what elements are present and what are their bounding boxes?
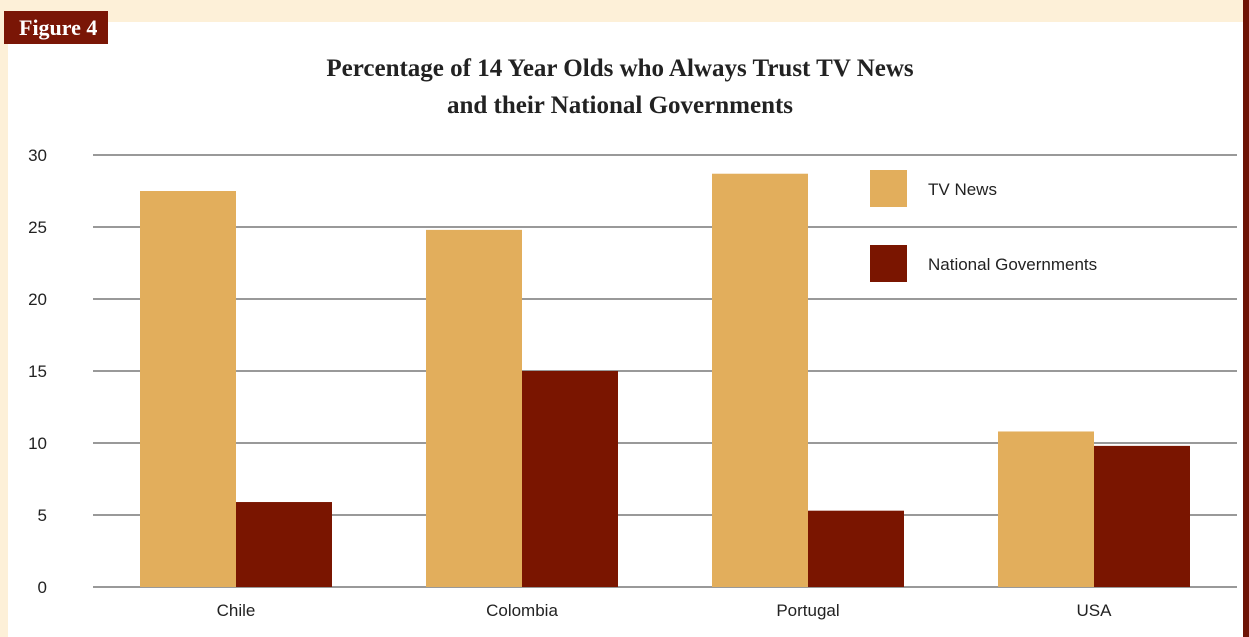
y-axis-ticks: 0 5 10 15 20 25 30 <box>28 146 47 597</box>
x-tick-label: Portugal <box>776 601 839 620</box>
bar-tv-news-usa <box>998 431 1094 587</box>
y-tick-label: 25 <box>28 218 47 237</box>
legend-swatch <box>870 245 907 282</box>
bar-national-governments-usa <box>1094 445 1190 587</box>
legend: TV News National Governments <box>870 170 1097 282</box>
legend-swatch <box>870 170 907 207</box>
chart-title-line-2: and their National Governments <box>446 92 794 119</box>
bar-tv-news-portugal <box>712 173 808 587</box>
y-tick-label: 15 <box>28 362 47 381</box>
right-border <box>1243 0 1249 637</box>
bars <box>140 173 1190 587</box>
chart-title-line-1: Percentage of 14 Year Olds who Always Tr… <box>326 55 914 82</box>
bar-tv-news-chile <box>140 191 236 587</box>
figure-label: Figure 4 <box>4 11 109 44</box>
y-tick-label: 20 <box>28 290 47 309</box>
bar-national-governments-chile <box>236 502 332 587</box>
legend-label: TV News <box>928 180 997 199</box>
bar-national-governments-colombia <box>522 371 618 587</box>
x-axis-ticks: Chile Colombia Portugal USA <box>217 601 1113 620</box>
x-tick-label: Colombia <box>486 601 558 620</box>
y-tick-label: 10 <box>28 434 47 453</box>
legend-label: National Governments <box>928 255 1097 274</box>
x-tick-label: USA <box>1077 601 1113 620</box>
chart-title: Percentage of 14 Year Olds who Always Tr… <box>200 50 1040 124</box>
y-tick-label: 30 <box>28 146 47 165</box>
bar-tv-news-colombia <box>426 229 522 587</box>
bar-national-governments-portugal <box>808 510 904 587</box>
y-tick-label: 5 <box>38 506 47 525</box>
y-tick-label: 0 <box>38 578 47 597</box>
x-tick-label: Chile <box>217 601 256 620</box>
